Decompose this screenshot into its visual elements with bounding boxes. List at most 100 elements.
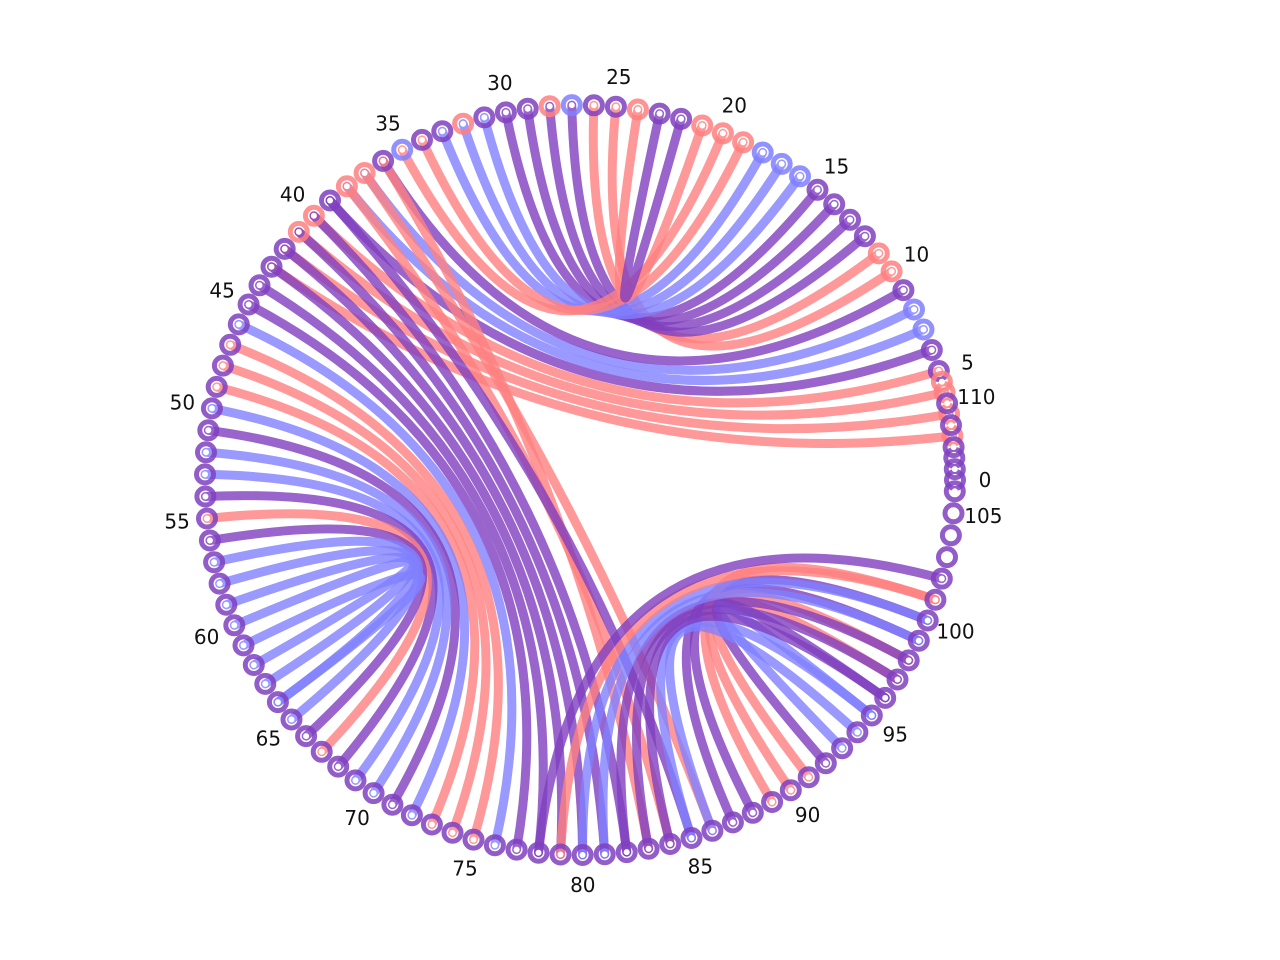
- link-5-40: [309, 211, 944, 408]
- node-43: [260, 255, 283, 278]
- node-64: [266, 691, 289, 714]
- tick-label-40: 40: [280, 183, 305, 207]
- link-36-83: [378, 156, 654, 854]
- link-81-99: [598, 587, 924, 859]
- node-16: [789, 165, 811, 188]
- node-102: [930, 567, 953, 590]
- node-104: [939, 524, 962, 547]
- node-27: [560, 94, 583, 117]
- node-110: [936, 392, 959, 415]
- node-37: [353, 162, 376, 184]
- node-62: [242, 654, 265, 676]
- node-80: [571, 844, 594, 866]
- tick-label-70: 70: [344, 806, 369, 830]
- node-32: [452, 112, 475, 135]
- link-49-73: [212, 382, 480, 829]
- node-109: [940, 414, 962, 437]
- node-60: [223, 614, 246, 637]
- node-77: [505, 838, 528, 861]
- node-83: [637, 837, 660, 860]
- tick-label-15: 15: [824, 155, 849, 179]
- node-47: [219, 333, 242, 356]
- node-93: [831, 737, 854, 760]
- link-39-85: [325, 196, 696, 843]
- node-81: [593, 843, 616, 866]
- node-61: [232, 634, 255, 657]
- node-10: [880, 260, 903, 283]
- node-72: [400, 804, 423, 827]
- node-22: [670, 107, 693, 130]
- link-83-97: [632, 605, 902, 854]
- node-75: [462, 828, 485, 851]
- link-60-62: [229, 556, 417, 670]
- link-46-76: [234, 319, 517, 850]
- node-28: [538, 95, 561, 118]
- node-88: [741, 801, 764, 824]
- node-78: [527, 841, 550, 864]
- link-80-100: [578, 577, 933, 860]
- link-3-42: [280, 244, 954, 434]
- node-69: [344, 769, 367, 792]
- node-107: [943, 458, 966, 481]
- link-61-64: [239, 570, 426, 707]
- node-56: [198, 529, 221, 552]
- node-97: [886, 668, 909, 691]
- node-9: [892, 279, 915, 302]
- node-65: [280, 708, 303, 731]
- tick-label-50: 50: [170, 391, 195, 415]
- node-7: [912, 318, 935, 341]
- node-100: [916, 609, 939, 632]
- tick-label-25: 25: [606, 65, 631, 89]
- link-7-38: [342, 181, 928, 385]
- node-45: [237, 293, 260, 316]
- node-59: [215, 593, 238, 616]
- nodes-layer: [194, 94, 966, 866]
- node-25: [604, 95, 627, 118]
- node-8: [903, 298, 925, 321]
- node-111: [930, 370, 953, 393]
- tick-label-60: 60: [194, 625, 219, 649]
- node-105: [942, 502, 965, 525]
- node-108: [942, 436, 965, 459]
- node-39: [319, 189, 341, 212]
- tick-labels-layer: 0 5 10 15 20 25 30 35 40 45 50 55 60 65 70 75 80 85 90 95 10…: [164, 65, 1002, 897]
- node-20: [711, 122, 734, 145]
- link-8-37: [360, 168, 919, 375]
- node-30: [494, 101, 517, 124]
- node-96: [874, 686, 897, 709]
- node-92: [814, 752, 837, 775]
- tick-label-55: 55: [164, 510, 189, 534]
- node-106: [943, 480, 966, 503]
- node-84: [659, 833, 682, 855]
- tick-label-105: 105: [964, 504, 1002, 528]
- tick-label-20: 20: [722, 94, 747, 118]
- node-19: [732, 131, 755, 154]
- node-44: [248, 274, 271, 297]
- tick-label-75: 75: [452, 856, 477, 880]
- node-101: [924, 588, 947, 611]
- node-79: [549, 843, 572, 866]
- node-23: [648, 102, 671, 125]
- node-18: [751, 141, 774, 164]
- node-15: [806, 178, 829, 201]
- node-67: [310, 740, 333, 763]
- node-6: [920, 339, 943, 361]
- node-82: [615, 841, 638, 864]
- link-50-72: [207, 403, 470, 820]
- tick-label-100: 100: [936, 620, 974, 644]
- node-58: [208, 572, 231, 595]
- node-14: [823, 193, 846, 216]
- node-53: [194, 463, 216, 486]
- node-103: [936, 546, 958, 569]
- tick-label-65: 65: [256, 727, 281, 751]
- link-78-102: [534, 553, 947, 858]
- node-31: [473, 106, 496, 129]
- node-42: [273, 237, 296, 260]
- link-4-41: [294, 227, 950, 420]
- link-47-75: [225, 340, 503, 845]
- link-51-71: [203, 425, 460, 810]
- node-55: [196, 507, 218, 530]
- node-48: [211, 354, 234, 377]
- link-20-35: [397, 128, 728, 316]
- node-90: [779, 779, 802, 802]
